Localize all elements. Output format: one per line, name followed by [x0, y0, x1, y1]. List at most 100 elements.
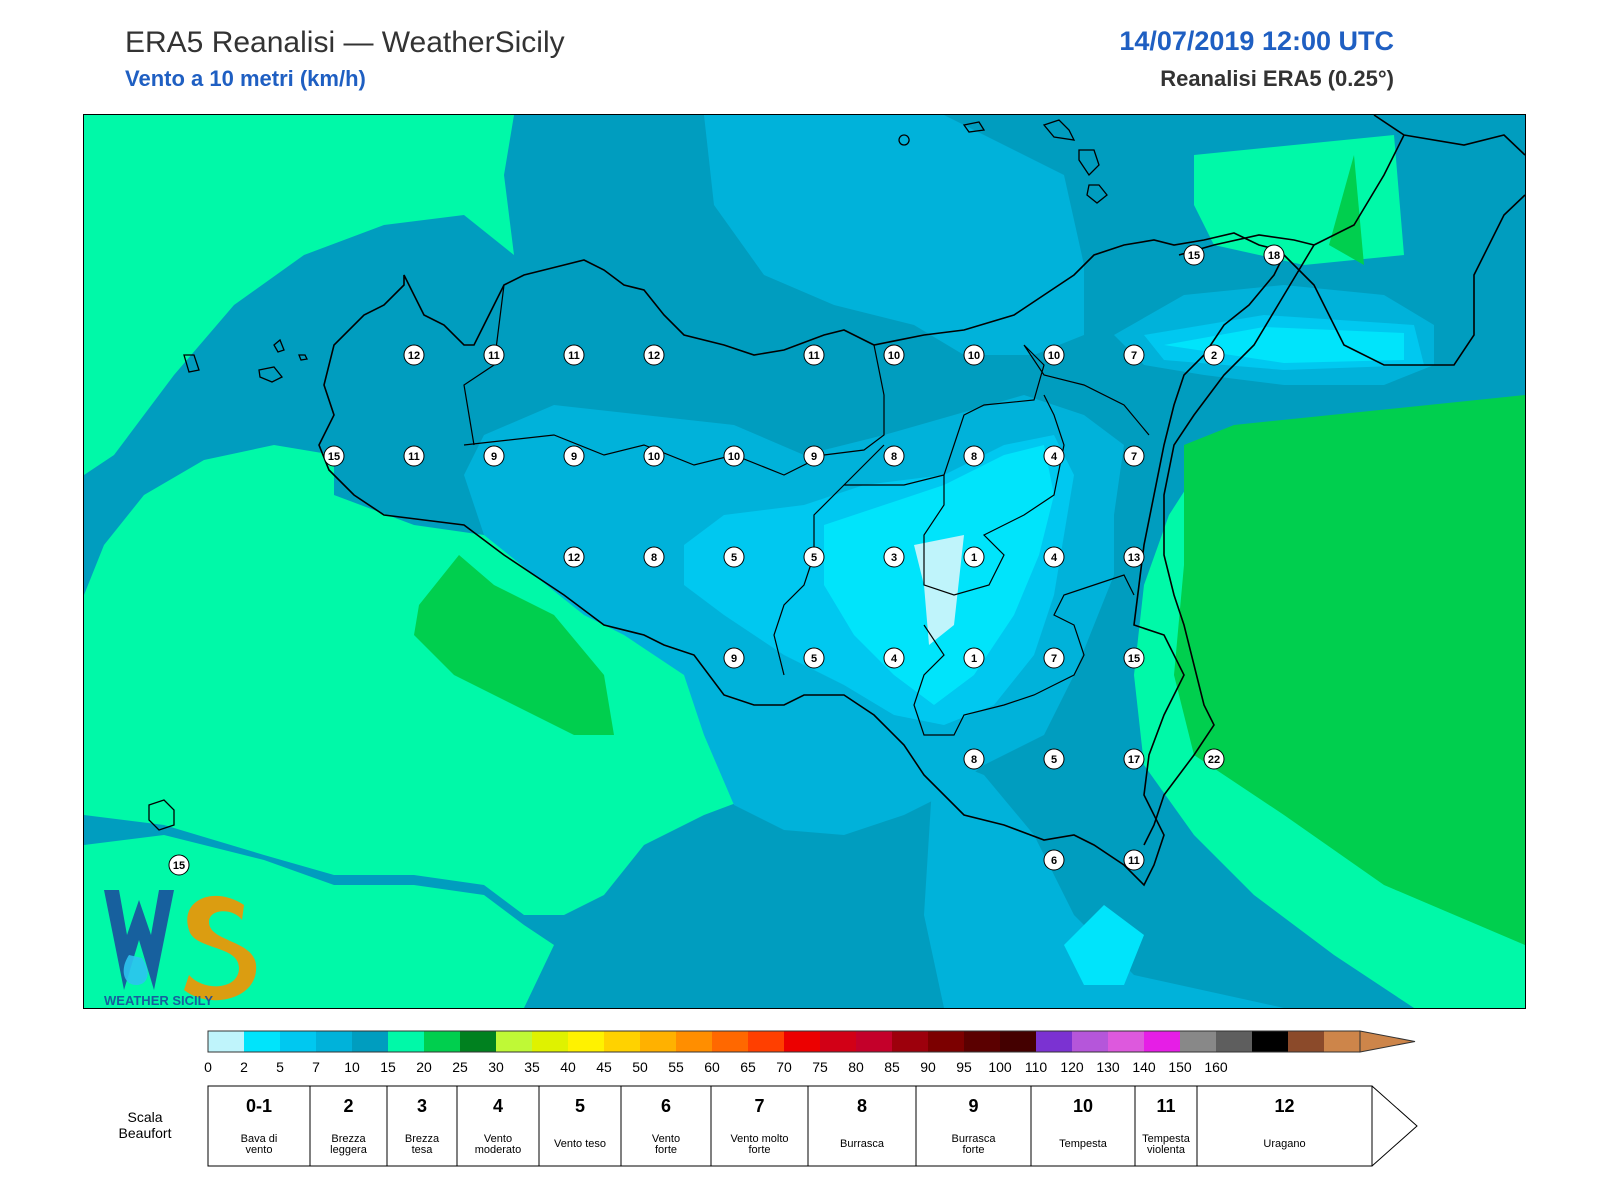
colorbar-tick-label: 140 [1132, 1059, 1156, 1075]
colorbar-swatch [1000, 1031, 1037, 1052]
colorbar-tick-label: 80 [848, 1059, 864, 1075]
beaufort-description: Burrasca [951, 1133, 996, 1145]
beaufort-number: 0-1 [246, 1096, 272, 1116]
station-value: 11 [408, 451, 420, 463]
beaufort-cell-box [710, 1085, 809, 1167]
station-value: 2 [1211, 350, 1217, 362]
station-value: 15 [328, 451, 340, 463]
beaufort-cell-box [1134, 1085, 1198, 1167]
colorbar-tick-label: 65 [740, 1059, 756, 1075]
station-marker-circle [483, 445, 505, 467]
station-marker-circle [643, 546, 665, 568]
beaufort-number: 4 [493, 1096, 503, 1116]
station-value: 4 [1051, 451, 1058, 463]
wind-zone-sw [84, 835, 554, 1008]
station-marker-circle [803, 445, 825, 467]
beaufort-cell-box [456, 1085, 540, 1167]
station-marker: 5 [723, 546, 745, 568]
station-marker-circle [1043, 445, 1065, 467]
station-value: 11 [488, 350, 500, 362]
colorbar-tick-label: 160 [1204, 1059, 1228, 1075]
station-marker-circle [1203, 344, 1225, 366]
station-value: 9 [491, 451, 497, 463]
beaufort-cell-box [1030, 1085, 1136, 1167]
station-marker-circle [1043, 344, 1065, 366]
station-marker-circle [963, 546, 985, 568]
station-value: 5 [811, 552, 817, 564]
wind-zone-tyrrhenian-patch [1329, 155, 1364, 265]
colorbar-swatch [784, 1031, 821, 1052]
beaufort-number: 6 [661, 1096, 671, 1116]
station-marker: 5 [803, 647, 825, 669]
station-value: 9 [811, 451, 817, 463]
colorbar-swatch [892, 1031, 929, 1052]
station-marker: 3 [883, 546, 905, 568]
station-marker-circle [403, 344, 425, 366]
colorbar-tick-label: 20 [416, 1059, 432, 1075]
station-marker: 9 [563, 445, 585, 467]
beaufort-number: 9 [968, 1096, 978, 1116]
colorbar-tick-label: 120 [1060, 1059, 1084, 1075]
station-marker-circle [963, 748, 985, 770]
station-marker: 7 [1043, 647, 1065, 669]
colorbar-tick-label: 85 [884, 1059, 900, 1075]
station-value: 15 [1188, 250, 1200, 262]
logo-drop-shape [123, 955, 148, 985]
station-marker-circle [1123, 546, 1145, 568]
station-marker-circle [1043, 748, 1065, 770]
station-marker: 1 [963, 546, 985, 568]
wind-zone-south [924, 755, 1284, 1008]
beaufort-cell-box [207, 1085, 311, 1167]
colorbar-swatch [208, 1031, 245, 1052]
station-marker-circle [883, 445, 905, 467]
station-marker: 8 [643, 546, 665, 568]
colorbar-tick-label: 2 [240, 1059, 248, 1075]
station-marker: 10 [1043, 344, 1065, 366]
beaufort-description: forte [748, 1144, 770, 1156]
wind-zone-west [84, 115, 514, 475]
station-value: 7 [1131, 451, 1137, 463]
station-value: 5 [811, 653, 817, 665]
colorbar-swatch [280, 1031, 317, 1052]
station-marker: 11 [403, 445, 425, 467]
colorbar-swatch [1288, 1031, 1325, 1052]
wind-zone-south-core [1064, 905, 1144, 985]
beaufort-number: 10 [1073, 1096, 1093, 1116]
logo-text: WEATHER SICILY [104, 993, 213, 1008]
beaufort-number: 11 [1156, 1096, 1175, 1116]
station-marker: 10 [963, 344, 985, 366]
map-title: ERA5 Reanalisi — WeatherSicily [125, 26, 565, 59]
station-marker: 13 [1123, 546, 1145, 568]
station-marker: 4 [1043, 546, 1065, 568]
beaufort-description: Brezza [331, 1133, 366, 1145]
logo-w-shape [104, 890, 174, 990]
station-value: 1 [971, 653, 977, 665]
station-marker: 11 [1123, 849, 1145, 871]
beaufort-cell: 5 Vento teso [538, 1085, 622, 1167]
colorbar-tick-label: 100 [988, 1059, 1012, 1075]
station-marker: 9 [483, 445, 505, 467]
station-value: 6 [1051, 855, 1057, 867]
station-value: 12 [648, 350, 660, 362]
colorbar-swatch [676, 1031, 713, 1052]
station-marker-circle [403, 445, 425, 467]
wind-zone-ne [1194, 135, 1404, 265]
station-value: 10 [728, 451, 740, 463]
station-marker: 12 [563, 546, 585, 568]
station-marker-circle [1043, 849, 1065, 871]
station-marker: 2 [1203, 344, 1225, 366]
beaufort-description: vento [246, 1144, 273, 1156]
station-marker-circle [963, 445, 985, 467]
beaufort-cell: 10 Tempesta [1030, 1085, 1136, 1167]
station-value: 8 [971, 451, 977, 463]
colorbar-swatch [496, 1031, 533, 1052]
beaufort-number: 2 [343, 1096, 353, 1116]
beaufort-number: 12 [1274, 1096, 1294, 1116]
station-marker-circle [963, 344, 985, 366]
colorbar-swatch [964, 1031, 1001, 1052]
beaufort-description: forte [962, 1144, 984, 1156]
